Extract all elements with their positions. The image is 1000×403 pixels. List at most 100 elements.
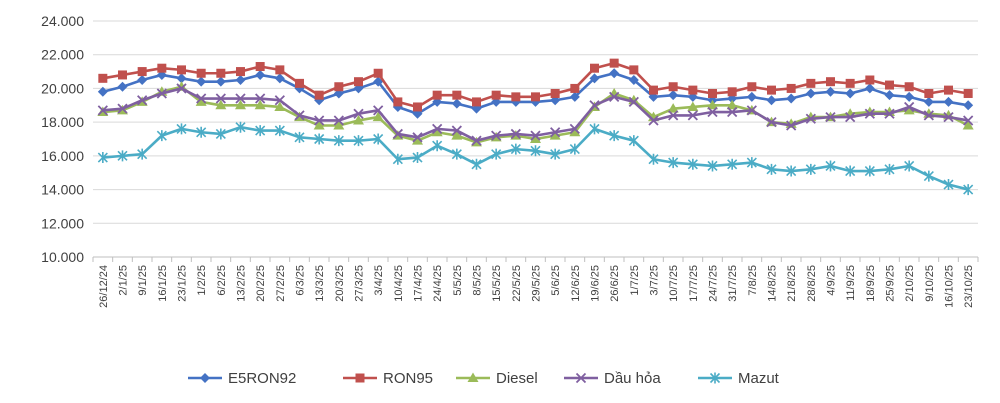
data-point [786, 83, 796, 93]
data-point [649, 85, 658, 95]
data-point [196, 126, 207, 138]
y-tick-label: 14.000 [41, 182, 84, 198]
data-point [569, 91, 580, 102]
x-tick-label: 6/3/25 [295, 265, 307, 296]
data-point [432, 123, 443, 135]
data-point [353, 135, 364, 147]
x-tick-label: 3/7/25 [649, 265, 661, 296]
data-point [628, 96, 639, 108]
data-point [884, 108, 895, 119]
x-tick-label: 10/7/25 [668, 265, 680, 302]
data-point [137, 67, 147, 77]
data-point [97, 105, 108, 116]
data-point [845, 111, 856, 123]
x-tick-label: 9/10/25 [924, 265, 936, 302]
data-point [412, 152, 423, 164]
data-point [707, 99, 718, 110]
x-tick-label: 20/3/25 [334, 265, 346, 302]
data-point [845, 88, 856, 99]
x-tick-label: 15/5/25 [491, 265, 503, 302]
data-point [549, 130, 561, 140]
data-point [137, 75, 148, 85]
x-tick-label: 28/8/25 [806, 265, 818, 302]
data-point [274, 95, 285, 106]
data-point [727, 87, 737, 97]
data-point [609, 58, 619, 68]
data-point [177, 65, 186, 75]
data-point [786, 120, 797, 131]
data-point [727, 106, 738, 118]
data-point [373, 105, 384, 116]
data-point [510, 143, 521, 155]
data-point [313, 120, 325, 130]
x-tick-label: 26/6/25 [609, 265, 621, 302]
y-tick-labels: 10.000 12.000 14.000 16.000 18.000 20.000 22.0… [41, 13, 84, 265]
data-point [157, 63, 167, 73]
data-point [274, 73, 285, 84]
data-point [235, 121, 246, 133]
data-point [451, 98, 462, 109]
data-point [629, 65, 639, 75]
data-point [708, 88, 717, 98]
data-point [274, 125, 285, 137]
data-point [766, 117, 777, 128]
x-tick-label: 5/6/25 [550, 265, 562, 296]
data-point [452, 90, 462, 100]
data-point [884, 163, 895, 175]
data-point [805, 88, 816, 99]
data-point [215, 128, 226, 140]
data-point [786, 165, 797, 177]
data-point [550, 88, 560, 98]
data-point [707, 106, 718, 118]
data-point [137, 95, 148, 106]
data-point [746, 91, 757, 102]
x-tick-label: 10/4/25 [393, 265, 405, 302]
x-tick-label: 4/9/25 [826, 265, 838, 296]
x-tick-label: 26/12/24 [98, 265, 110, 308]
x-tick-label: 27/3/25 [354, 265, 366, 302]
data-point [864, 83, 875, 94]
data-point [196, 76, 207, 87]
x-tick-label: 7/8/25 [747, 265, 759, 296]
data-point [254, 99, 266, 110]
x-tick-label: 6/2/25 [216, 265, 228, 296]
data-point [373, 68, 383, 78]
data-point [963, 184, 974, 196]
data-point [431, 126, 443, 137]
data-point [510, 128, 521, 140]
data-point [255, 69, 266, 80]
legend-label: RON95 [383, 370, 433, 387]
data-point [491, 90, 501, 100]
x-tick-label: 24/4/25 [432, 265, 444, 302]
x-tick-label: 24/7/25 [708, 265, 720, 302]
data-point [275, 65, 285, 75]
x-tick-label: 18/9/25 [865, 265, 877, 302]
data-point [825, 86, 836, 97]
data-point [767, 85, 776, 95]
data-point [511, 92, 521, 102]
data-point [334, 82, 344, 92]
series-1 [98, 58, 973, 112]
data-point [255, 62, 265, 72]
data-point [471, 135, 482, 146]
data-point [806, 78, 816, 88]
data-point [609, 130, 620, 142]
x-tick-label: 13/2/25 [236, 265, 248, 302]
data-point [904, 91, 915, 102]
data-point [215, 76, 226, 87]
data-point [805, 163, 816, 175]
data-point [550, 148, 561, 160]
data-point [314, 90, 324, 100]
x-tick-label: 19/6/25 [590, 265, 602, 302]
x-tick-label: 2/1/25 [118, 265, 130, 296]
x-tick-label: 1/2/25 [196, 265, 208, 296]
data-point [963, 100, 974, 111]
data-point [196, 68, 206, 78]
data-point [471, 158, 482, 170]
data-point [472, 97, 481, 107]
data-point [903, 104, 915, 115]
axes [92, 256, 979, 262]
x-tick-label: 20/2/25 [255, 265, 267, 302]
data-point [215, 93, 226, 104]
data-point [236, 67, 245, 77]
